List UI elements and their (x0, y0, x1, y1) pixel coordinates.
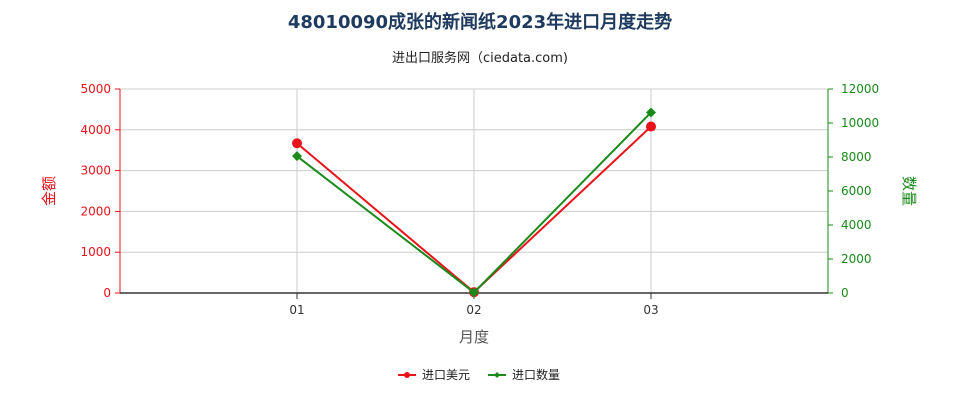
chart-title: 48010090成张的新闻纸2023年进口月度走势 (288, 11, 672, 33)
x-tick-label: 01 (289, 303, 304, 317)
x-tick-label: 03 (643, 303, 658, 317)
series-2 (292, 107, 656, 298)
right-tick-label: 10000 (841, 116, 879, 130)
left-tick-label: 5000 (80, 82, 111, 96)
right-tick-label: 2000 (841, 252, 872, 266)
right-tick-label: 0 (841, 286, 849, 300)
data-point (646, 121, 656, 132)
x-tick-label: 02 (466, 303, 481, 317)
left-tick-label: 3000 (80, 164, 111, 178)
right-tick-label: 8000 (841, 150, 872, 164)
right-tick-label: 4000 (841, 218, 872, 232)
legend-item: 进口数量 (488, 367, 560, 382)
data-point (646, 107, 656, 118)
legend-label: 进口美元 (422, 368, 470, 382)
right-tick-label: 12000 (841, 82, 879, 96)
chart-subtitle: 进出口服务网（ciedata.com) (392, 50, 568, 66)
legend-label: 进口数量 (512, 367, 560, 382)
left-tick-label: 4000 (80, 123, 111, 137)
data-point (469, 287, 479, 298)
legend-marker (494, 372, 500, 378)
left-tick-label: 1000 (80, 245, 111, 259)
x-axis-label: 月度 (459, 328, 489, 346)
right-tick-label: 6000 (841, 184, 872, 198)
right-axis-ticks: 0 2000 4000 6000 8000 10000 12000 (828, 82, 879, 300)
series-layer (292, 107, 656, 298)
legend: 进口美元 进口数量 (398, 367, 560, 382)
data-point (292, 138, 302, 149)
left-axis-ticks: 0 1000 2000 3000 4000 5000 (80, 82, 120, 300)
left-tick-label: 2000 (80, 204, 111, 218)
data-point (292, 151, 302, 162)
legend-marker (404, 372, 410, 378)
legend-item: 进口美元 (398, 368, 470, 382)
x-axis-ticks: 01 02 03 (289, 293, 659, 317)
left-tick-label: 0 (103, 286, 111, 300)
y-axis-right-label: 数量 (900, 176, 918, 206)
y-axis-left-label: 金额 (40, 176, 58, 206)
grid-lines (119, 88, 829, 293)
